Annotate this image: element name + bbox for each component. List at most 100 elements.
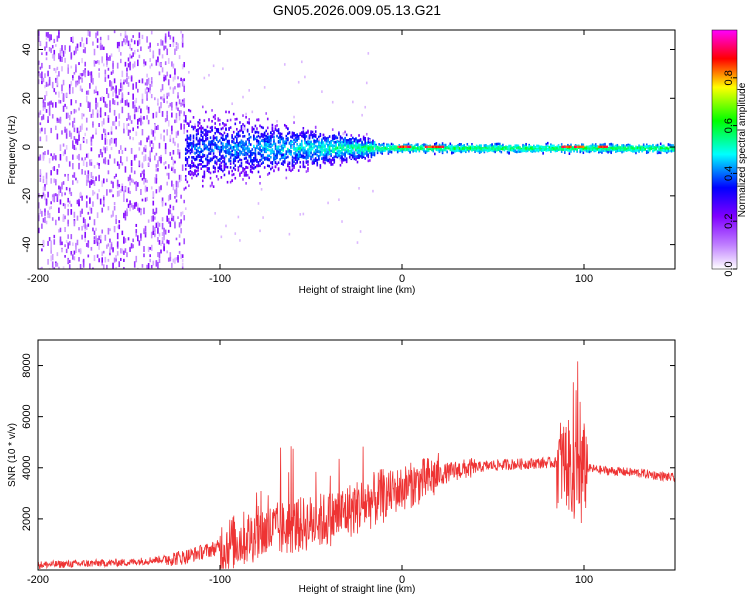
heatmap-cell xyxy=(109,228,111,232)
heatmap-cell xyxy=(84,69,87,74)
heatmap-cell xyxy=(353,157,356,161)
heatmap-cell xyxy=(446,150,449,154)
heatmap-cell xyxy=(135,154,138,158)
heatmap-cell xyxy=(152,130,155,137)
heatmap-cell xyxy=(68,187,71,192)
heatmap-cell xyxy=(311,130,314,134)
heatmap-cell xyxy=(172,149,175,155)
heatmap-cell xyxy=(123,250,125,255)
heatmap-cell xyxy=(146,105,148,110)
heatmap-cell xyxy=(319,150,322,154)
heatmap-cell xyxy=(92,134,94,139)
heatmap-cell xyxy=(276,162,278,166)
heatmap-cell xyxy=(342,157,345,161)
heatmap-cell xyxy=(231,134,233,137)
heatmap-cell xyxy=(214,160,216,164)
heatmap-cell xyxy=(228,142,230,145)
heatmap-cell xyxy=(76,180,79,184)
heatmap-cell xyxy=(639,145,642,149)
heatmap-cell xyxy=(331,139,334,142)
heatmap-cell xyxy=(245,153,247,156)
heatmap-cell xyxy=(246,159,249,163)
heatmap-cell xyxy=(78,202,80,207)
heatmap-cell xyxy=(62,151,65,157)
heatmap-cell xyxy=(144,154,147,161)
heatmap-cell xyxy=(78,162,80,170)
heatmap-cell xyxy=(84,157,87,161)
heatmap-cell xyxy=(288,168,291,172)
heatmap-cell xyxy=(183,130,186,135)
heatmap-cell xyxy=(141,93,144,99)
heatmap-cell xyxy=(92,121,94,126)
heatmap-cell xyxy=(570,143,572,147)
heatmap-cell xyxy=(147,87,150,93)
heatmap-cell xyxy=(150,140,153,144)
heatmap-cell xyxy=(379,144,382,147)
heatmap-cell xyxy=(330,154,332,157)
heatmap-cell xyxy=(251,166,254,170)
heatmap-cell xyxy=(270,136,272,139)
heatmap-cell xyxy=(177,255,179,260)
heatmap-cell xyxy=(85,201,88,208)
heatmap-cell xyxy=(335,136,337,140)
heatmap-cell xyxy=(177,92,179,96)
heatmap-cell xyxy=(38,202,40,209)
heatmap-cell xyxy=(587,147,589,150)
heatmap-cell xyxy=(127,203,130,208)
heatmap-cell xyxy=(304,138,306,142)
heatmap-cell xyxy=(223,173,226,177)
heatmap-cell xyxy=(225,162,227,166)
heatmap-cell xyxy=(273,139,275,143)
heatmap-cell xyxy=(311,155,314,159)
heatmap-cell xyxy=(297,150,300,153)
heatmap-cell xyxy=(201,179,204,183)
heatmap-cell xyxy=(580,143,583,146)
heatmap-cell xyxy=(228,143,230,147)
heatmap-cell xyxy=(551,148,554,151)
heatmap-cell xyxy=(512,149,515,153)
heatmap-cell xyxy=(316,161,319,165)
heatmap-cell xyxy=(81,37,83,42)
heatmap-cell xyxy=(116,251,119,256)
heatmap-cell xyxy=(132,244,134,249)
heatmap-cell xyxy=(318,138,320,141)
heatmap-cell xyxy=(514,146,517,149)
heatmap-cell xyxy=(113,176,116,179)
heatmap-cell xyxy=(610,142,612,146)
heatmap-cell xyxy=(175,199,178,203)
heatmap-cell xyxy=(237,143,240,147)
heatmap-cell xyxy=(611,144,614,148)
heatmap-cell xyxy=(140,108,142,114)
heatmap-cell xyxy=(239,174,241,177)
heatmap-cell xyxy=(186,180,189,184)
heatmap-cell xyxy=(331,163,334,166)
heatmap-cell xyxy=(107,74,110,79)
heatmap-cell xyxy=(123,38,125,43)
heatmap-cell xyxy=(565,145,568,148)
heatmap-cell xyxy=(299,161,302,164)
heatmap-cell xyxy=(443,143,445,147)
heatmap-cell xyxy=(551,144,554,148)
heatmap-cell xyxy=(188,124,190,127)
heatmap-cell xyxy=(39,128,42,134)
heatmap-cell xyxy=(444,147,447,150)
heatmap-cell xyxy=(167,172,170,180)
heatmap-cell xyxy=(330,163,332,166)
heatmap-cell xyxy=(90,207,93,214)
heatmap-cell xyxy=(365,81,368,85)
heatmap-cell xyxy=(48,237,51,242)
heatmap-cell xyxy=(483,145,486,149)
heatmap-cell xyxy=(181,262,184,268)
heatmap-cell xyxy=(68,87,71,95)
heatmap-cell xyxy=(48,267,51,269)
heatmap-cell xyxy=(95,103,97,110)
heatmap-cell xyxy=(200,125,203,128)
heatmap-cell xyxy=(318,158,320,161)
heatmap-cell xyxy=(336,149,339,152)
heatmap-cell xyxy=(55,219,57,226)
heatmap-cell xyxy=(50,47,52,54)
heatmap-cell xyxy=(542,145,544,149)
heatmap-cell xyxy=(208,73,210,77)
heatmap-cell xyxy=(311,153,314,157)
heatmap-cell xyxy=(220,155,223,159)
